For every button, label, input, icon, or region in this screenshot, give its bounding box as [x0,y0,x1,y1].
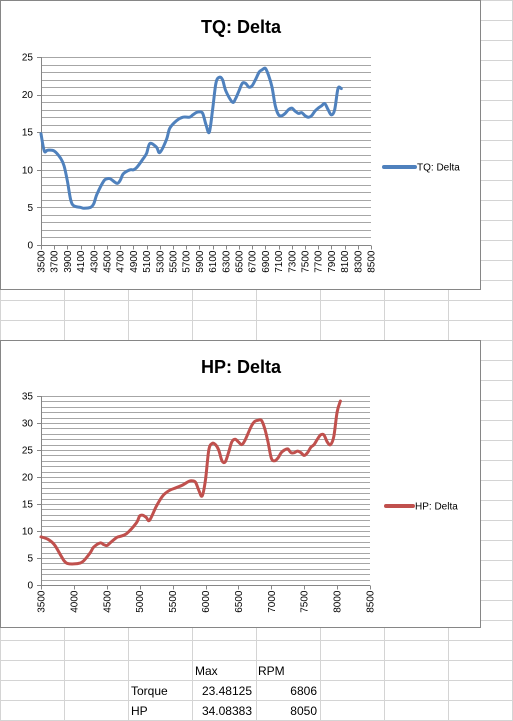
x-tick-label: 6100 [208,250,219,273]
series-line [39,399,342,566]
series-lines [39,66,343,210]
x-tick-label: 4500 [103,250,114,273]
x-tick-label: 5500 [169,250,180,273]
y-tick-label: 5 [27,203,33,214]
x-tick-label: 3700 [50,250,61,273]
y-tick-label: 25 [22,53,34,64]
cell-torque-max[interactable]: 23.48125 [201,684,252,698]
x-tick-label: 7100 [274,250,285,273]
x-tick-label: 3900 [63,250,74,273]
tq-delta-chart[interactable]: TQ: Delta 0 5 10 15 20 25 3500 3700 3900 4100 430… [0,0,481,290]
tq-delta-chart-svg: TQ: Delta 0 5 10 15 20 25 3500 3700 3900 4100 430… [22,17,460,273]
hp-delta-chart[interactable]: HP: Delta 0 5 10 15 20 25 30 35 3500 4000 4500 500… [0,340,481,628]
x-tick-label: 6000 [201,590,212,613]
axes [37,57,372,250]
y-tick-labels: 0 5 10 15 20 25 30 35 [22,392,34,592]
y-tick-label: 35 [22,392,34,403]
x-tick-label: 3500 [37,250,48,273]
x-tick-label: 4900 [129,250,140,273]
legend[interactable]: TQ: Delta [382,163,460,174]
x-tick-label: 6500 [234,590,245,613]
series-lines [39,399,342,566]
y-tick-labels: 0 5 10 15 20 25 [22,53,34,252]
header-max[interactable]: Max [195,664,218,678]
y-tick-label: 20 [22,90,34,101]
x-tick-label: 8100 [340,250,351,273]
y-tick-label: 10 [22,165,34,176]
x-tick-label: 4300 [89,250,100,273]
y-tick-label: 25 [22,446,34,457]
y-tick-label: 0 [27,241,33,252]
x-tick-label: 4000 [69,590,80,613]
legend-label: TQ: Delta [417,163,460,174]
x-tick-label: 6500 [235,250,246,273]
y-tick-label: 15 [22,500,34,511]
x-tick-label: 7900 [327,250,338,273]
row-label-hp[interactable]: HP [131,704,148,718]
chart-title: TQ: Delta [201,17,282,37]
gridlines [41,57,371,238]
x-tick-label: 5700 [182,250,193,273]
series-line [39,66,343,210]
x-tick-label: 6900 [261,250,272,273]
x-tick-label: 8500 [367,250,378,273]
y-tick-label: 20 [22,473,34,484]
cell-hp-max[interactable]: 34.08383 [201,704,252,718]
x-tick-label: 8000 [333,590,344,613]
x-tick-label: 7700 [314,250,325,273]
x-tick-label: 5300 [155,250,166,273]
chart-title: HP: Delta [201,357,282,377]
x-tick-label: 7500 [301,250,312,273]
x-tick-label: 7500 [300,590,311,613]
legend[interactable]: HP: Delta [384,502,458,513]
x-tick-labels: 3500 3700 3900 4100 4300 4500 4700 4900 5100 5300… [37,250,378,273]
x-tick-label: 4500 [102,590,113,613]
y-tick-label: 15 [22,128,34,139]
x-tick-label: 5100 [142,250,153,273]
y-tick-label: 30 [22,419,34,430]
x-tick-label: 5500 [168,590,179,613]
x-tick-label: 3500 [37,590,48,613]
cell-torque-rpm[interactable]: 6806 [290,684,317,698]
hp-delta-chart-svg: HP: Delta 0 5 10 15 20 25 30 35 3500 4000 4500 500… [22,357,458,613]
x-tick-labels: 3500 4000 4500 5000 5500 6000 6500 7000 7500 8000… [37,590,377,613]
x-tick-label: 5000 [135,590,146,613]
x-tick-label: 6300 [221,250,232,273]
x-tick-label: 7300 [287,250,298,273]
axes [37,396,371,590]
header-rpm[interactable]: RPM [258,664,285,678]
legend-label: HP: Delta [415,502,458,513]
x-tick-label: 6700 [248,250,259,273]
x-tick-label: 4700 [116,250,127,273]
cell-hp-rpm[interactable]: 8050 [290,704,317,718]
row-label-torque[interactable]: Torque [131,684,168,698]
x-tick-label: 7000 [267,590,278,613]
x-tick-label: 8500 [366,590,377,613]
x-tick-label: 8300 [353,250,364,273]
x-tick-label: 4100 [76,250,87,273]
y-tick-label: 10 [22,527,34,538]
y-tick-label: 5 [27,554,33,565]
y-tick-label: 0 [27,581,33,592]
x-tick-label: 5900 [195,250,206,273]
